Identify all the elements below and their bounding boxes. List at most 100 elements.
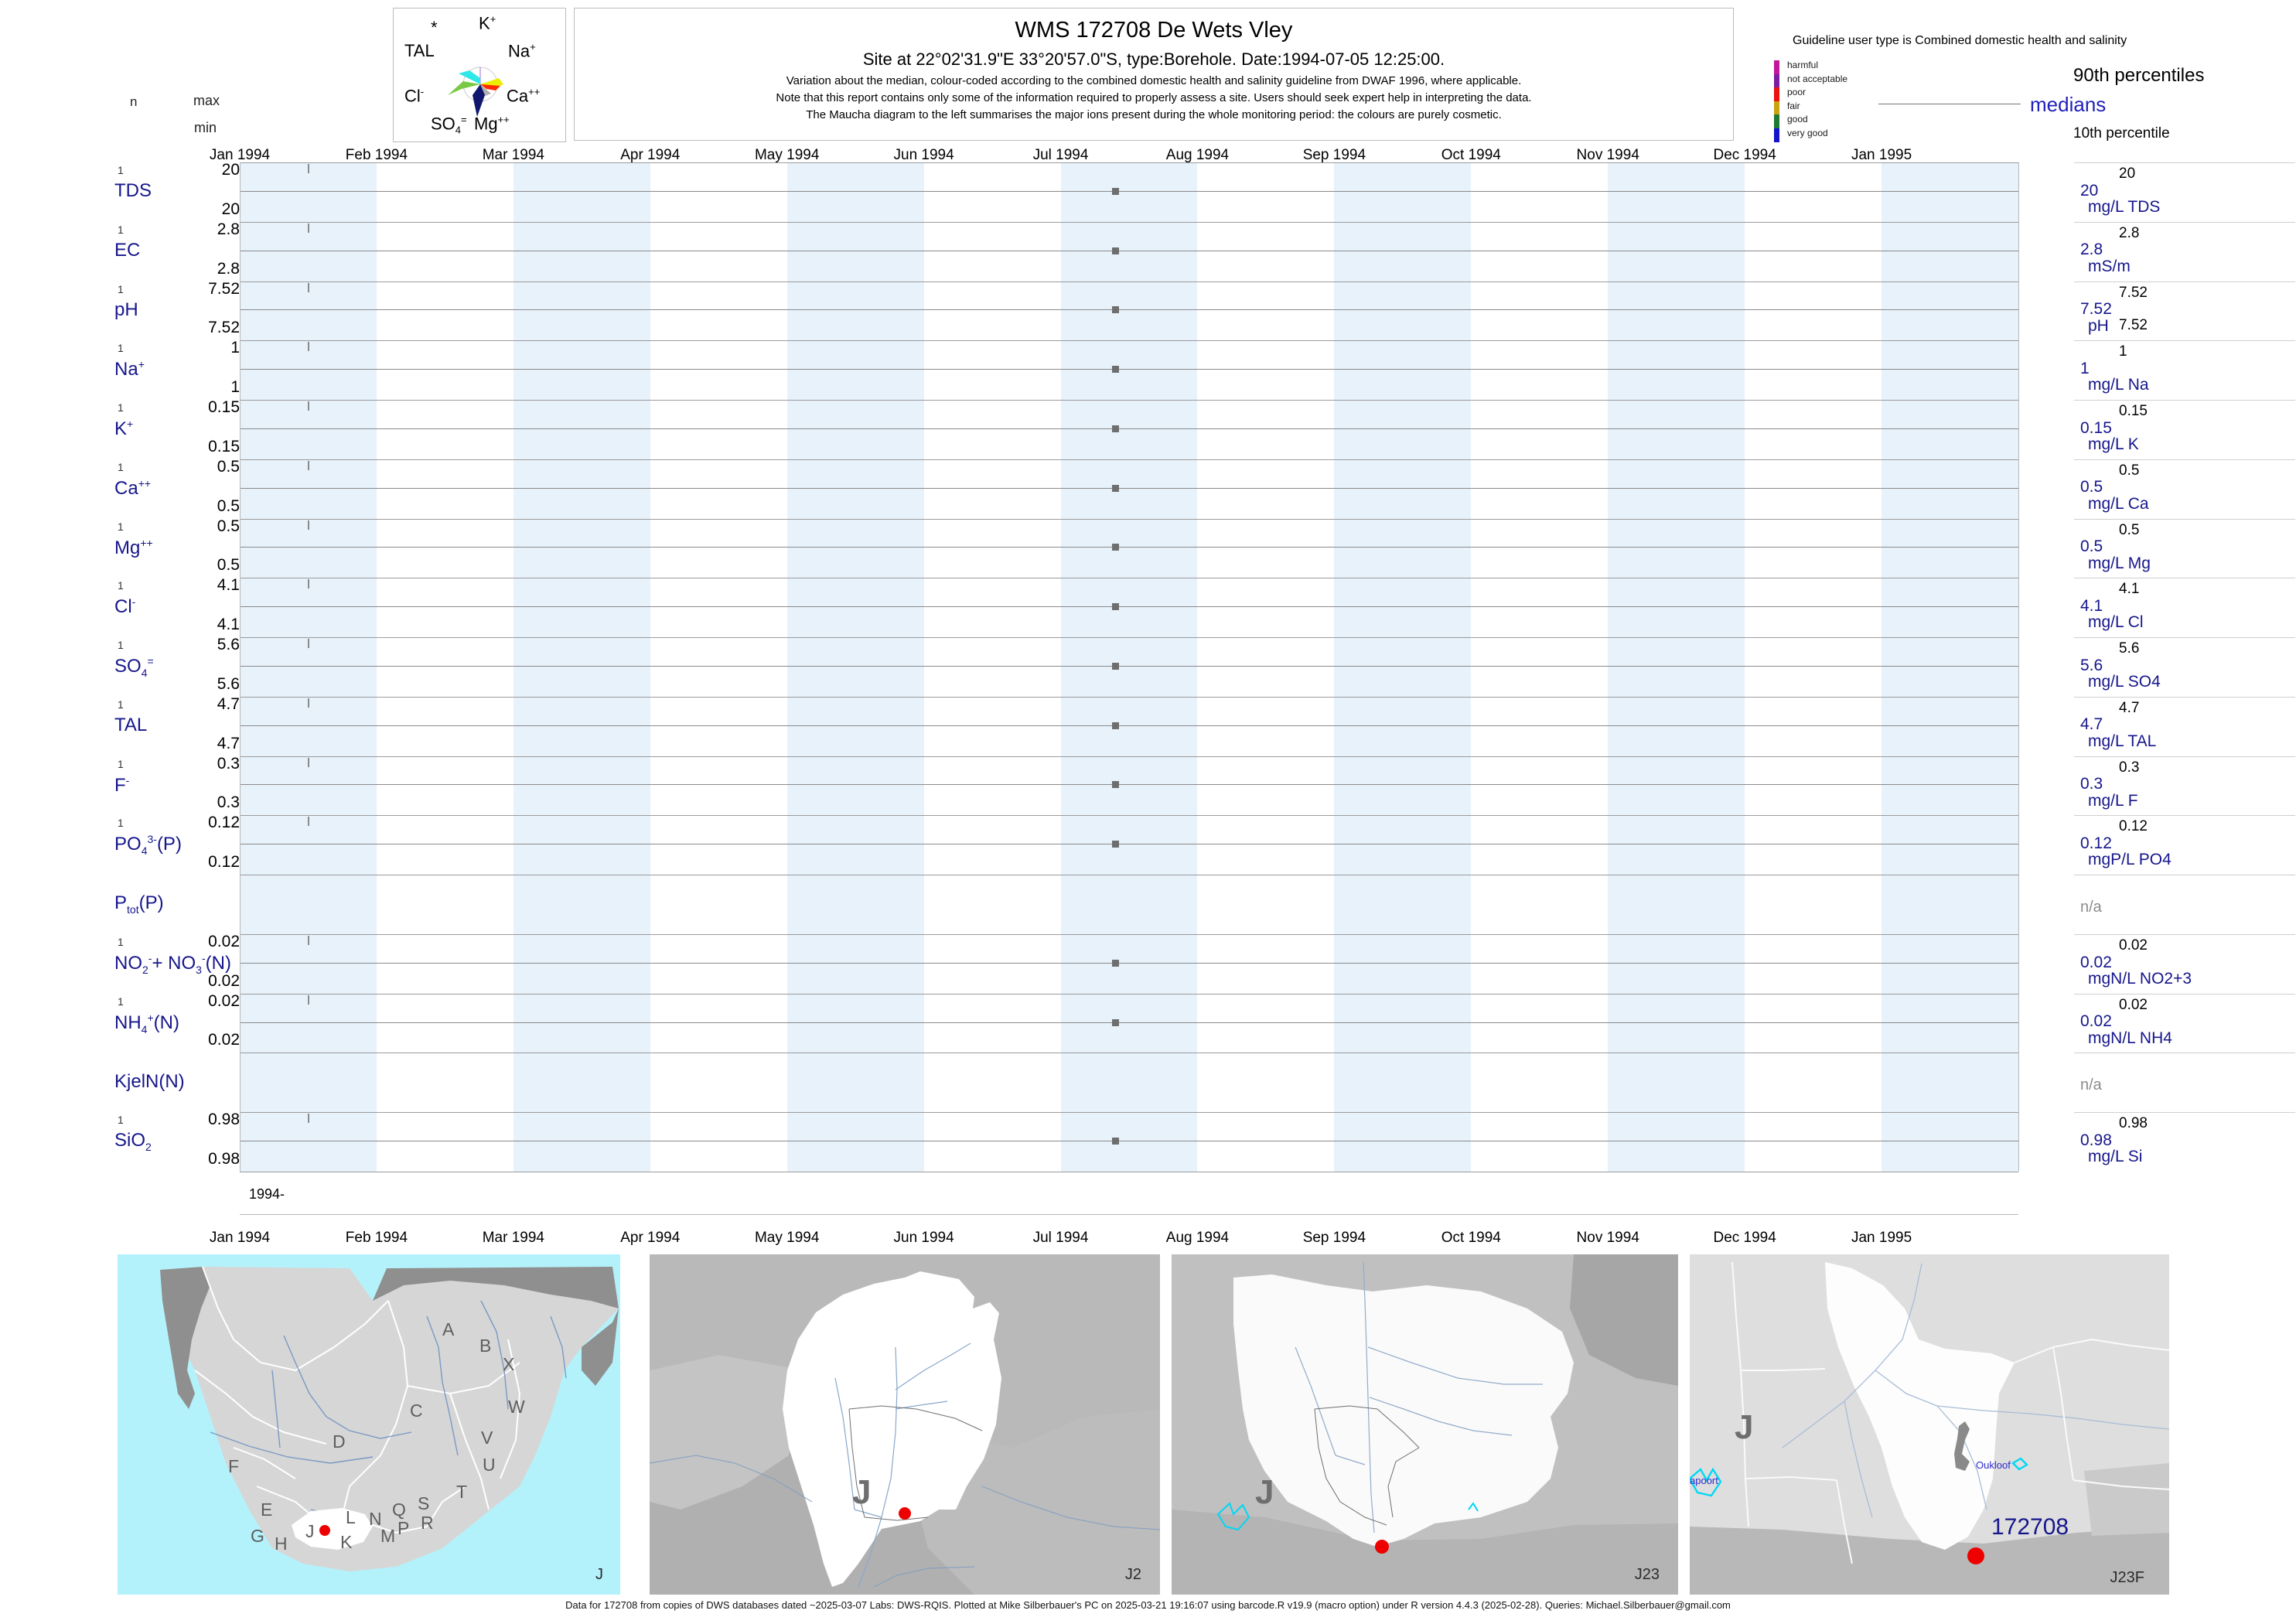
row-p90-EC: 2.8 [2119,224,2140,241]
row-max-Na+: 1 [230,339,240,357]
row-tick [308,223,310,233]
site-subtitle: Site at 22°02'31.9"E 33°20'57.0"S, type:… [862,49,1445,69]
row-median-TDS: 20 [2080,181,2099,200]
row-separator [240,993,2018,995]
row-unit-Mg++: mg/L Mg [2088,554,2151,572]
svg-text:W: W [508,1397,525,1417]
title-note-2: Note that this report contains only some… [776,91,1532,104]
map-j23-catchment[interactable]: J J23 [1172,1254,1678,1595]
maucha-ion-star: * [431,18,438,37]
data-point-SO4=[interactable] [1112,662,1120,670]
row-p90-SiO2: 0.98 [2119,1115,2148,1132]
data-point-Mg++[interactable] [1112,544,1120,551]
data-point-NO2-+NO3-(N)[interactable] [1112,959,1120,967]
row-separator-right [2074,518,2295,520]
data-point-TDS[interactable] [1112,187,1120,195]
parameter-name-SO4=: SO4= [114,655,154,679]
svg-text:J: J [852,1473,871,1511]
data-point-Na+[interactable] [1112,366,1120,374]
svg-text:G: G [251,1526,264,1546]
data-point-Cl-[interactable] [1112,603,1120,611]
svg-text:F: F [228,1456,239,1476]
row-min-K+: 0.15 [208,437,240,455]
month-band [1608,162,1745,1172]
median-line [240,1022,2018,1023]
column-header-n: n [130,94,138,109]
svg-text:V: V [481,1428,493,1448]
svg-text:U: U [483,1455,496,1475]
data-point-PO43-(P)[interactable] [1112,841,1120,848]
row-separator [240,1112,2018,1114]
map1-code-label: J [595,1566,603,1583]
data-point-SiO2[interactable] [1112,1138,1120,1145]
month-band [1060,162,1198,1172]
month-label-Jul-1994: Jul 1994 [1032,147,1089,163]
panel-left-border [240,162,241,1172]
row-min-Na+: 1 [230,378,240,397]
row-separator-right [2074,756,2295,757]
legend-median-label: medians [2030,93,2107,116]
row-unit-SO4=: mg/L SO4 [2088,673,2161,691]
row-n-F-: 1 [118,757,124,770]
row-median-TAL: 4.7 [2080,715,2103,734]
guideline-swatch-poor [1774,87,1779,101]
maucha-ion-ca: Ca++ [507,86,541,106]
parameter-name-TDS: TDS [114,180,152,202]
row-min-SiO2: 0.98 [208,1150,240,1168]
map-j2-catchment[interactable]: J J2 [650,1254,1160,1595]
row-n-NO2-+NO3-(N): 1 [118,935,124,948]
guideline-swatch-good [1774,114,1779,128]
title-note-3: The Maucha diagram to the left summarise… [806,108,1502,121]
data-point-EC[interactable] [1112,247,1120,254]
row-separator [240,637,2018,639]
row-p90-TAL: 4.7 [2119,699,2140,716]
median-line [240,784,2018,786]
row-min-Ca++: 0.5 [217,496,240,515]
guideline-colorbar [1774,60,1779,142]
data-point-TAL[interactable] [1112,722,1120,729]
data-point-K+[interactable] [1112,425,1120,432]
row-separator-right [2074,221,2295,223]
row-separator-right [2074,459,2295,460]
data-point-NH4+(N)[interactable] [1112,1018,1120,1026]
month-label-Jan-1994: Jan 1994 [209,1230,271,1246]
month-label-Nov-1994: Nov 1994 [1576,147,1639,163]
row-unit-TAL: mg/L TAL [2088,732,2157,750]
row-unit-SiO2: mg/L Si [2088,1148,2143,1166]
row-separator-right [2074,815,2295,817]
column-header-max: max [193,93,220,108]
data-point-pH[interactable] [1112,306,1120,314]
data-point-Ca++[interactable] [1112,484,1120,492]
row-tick [308,1114,310,1124]
row-p90-Na+: 1 [2119,343,2127,360]
footer-credits: Data for 172708 from copies of DWS datab… [565,1599,1731,1611]
maucha-ion-k: K+ [479,13,496,33]
row-unit-NH4+(N): mgN/L NH4 [2088,1029,2172,1047]
median-line [240,606,2018,608]
column-header-min: min [194,120,217,135]
svg-text:C: C [410,1401,423,1421]
row-p90-TDS: 20 [2119,165,2136,182]
maucha-star-glyph [448,67,503,117]
row-max-TAL: 4.7 [217,694,240,713]
row-n-NH4+(N): 1 [118,995,124,1008]
maucha-ion-tal: TAL [404,41,435,60]
row-max-Cl-: 4.1 [217,576,240,595]
map-j23f-site-detail[interactable]: J Oukloof apoort 172708 J23F [1690,1254,2169,1595]
data-point-F-[interactable] [1112,781,1120,789]
row-n-TDS: 1 [118,164,124,176]
row-min-Mg++: 0.5 [217,556,240,575]
row-median-EC: 2.8 [2080,241,2103,259]
row-min-SO4=: 5.6 [217,674,240,693]
month-label-Jan-1994: Jan 1994 [209,147,271,163]
row-separator-right [2074,281,2295,282]
row-min-EC: 2.8 [217,259,240,278]
row-separator-right [2074,696,2295,698]
row-n-SiO2: 1 [118,1114,124,1127]
month-label-Aug-1994: Aug 1994 [1165,1230,1230,1246]
parameter-name-SiO2: SiO2 [114,1130,152,1154]
row-n-Na+: 1 [118,342,124,355]
row-n-SO4=: 1 [118,639,124,652]
median-line [240,309,2018,311]
